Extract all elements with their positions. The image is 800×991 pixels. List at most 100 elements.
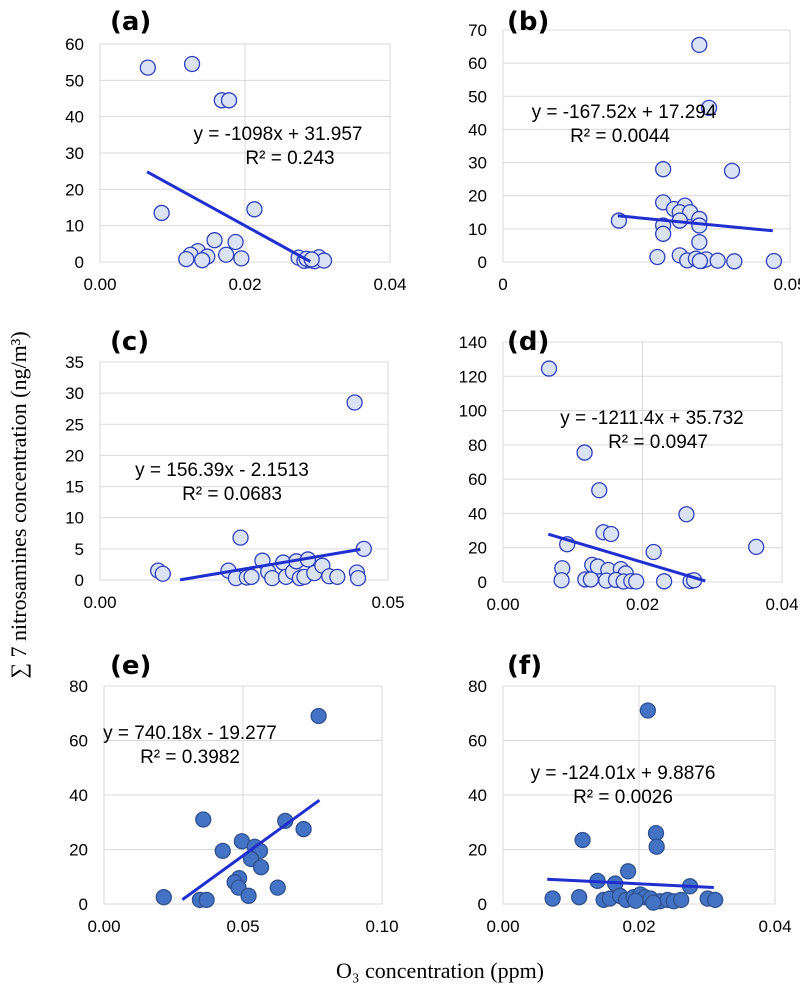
y-tick-label: 60 [69,732,88,751]
data-point [691,36,708,54]
x-tick-label: 0.02 [228,275,261,294]
panel-label: (e) [110,651,151,681]
regression-equation: y = -1098x + 31.957 [193,124,362,145]
x-tick-label: 0.05 [371,593,404,612]
y-tick-label: 10 [65,217,84,236]
data-point [571,889,588,906]
data-point [591,482,608,499]
data-point [227,233,244,251]
data-point [183,55,201,73]
panel-label: (f) [507,651,542,681]
data-point [220,92,238,109]
x-tick-label: 0.04 [765,595,798,614]
chart-panel-1: 0 10 20 30 40 50 60 0.00 0.02 0.04 y = -1098x + 31… [65,7,406,294]
y-tick-label: 60 [468,732,487,751]
data-point [246,201,263,218]
trend-line [179,547,361,582]
x-tick-label: 0.05 [773,275,800,294]
y-tick-label: 0 [478,253,487,272]
y-tick-label: 20 [468,187,487,206]
y-tick-label: 20 [65,446,84,465]
data-point [645,894,662,911]
y-tick-label: 40 [468,786,487,805]
data-point [574,831,591,849]
data-point [139,59,157,76]
data-point [723,162,741,180]
data-point [155,889,172,906]
data-point [153,204,170,222]
x-tick-label: 0.00 [486,595,519,614]
y-tick-label: 10 [65,509,84,528]
r-squared-label: R² = 0.3982 [140,747,240,768]
y-tick-label: 20 [69,841,88,860]
data-point [602,525,620,543]
y-tick-label: 20 [468,539,487,558]
data-point [214,842,231,860]
x-tick-label: 0.02 [626,595,659,614]
x-tick-label: 0.00 [83,593,116,612]
data-point [691,252,709,270]
data-point [553,572,570,589]
panel-label: (b) [507,7,549,37]
data-point [243,568,260,586]
x-tick-label: 0.04 [373,275,406,294]
x-axis-title: O₃ concentration (ppm) [336,958,544,983]
data-point [648,838,665,855]
y-tick-label: 80 [468,677,487,696]
data-point [654,161,672,178]
panel-label: (a) [110,7,151,37]
y-tick-label: 60 [468,470,487,489]
trend-line [547,532,706,583]
data-point [707,891,724,909]
y-tick-label: 30 [468,154,487,173]
chart-panel-6: 0 20 40 60 80 0.00 0.02 0.04 y = -124.01x + 9.88… [468,651,791,936]
y-tick-label: 120 [459,367,487,386]
x-tick-label: 0 [498,275,507,294]
regression-equation: y = 156.39x - 2.1513 [135,460,309,481]
trend-line [617,214,773,233]
data-point [678,506,695,523]
data-point [264,569,281,587]
x-tick-label: 0.10 [365,917,398,936]
data-point [346,394,363,411]
regression-equation: y = -124.01x + 9.8876 [531,763,716,784]
data-point [628,573,645,590]
y-tick-label: 80 [468,436,487,455]
y-tick-label: 40 [468,504,487,523]
y-tick-label: 50 [65,71,84,90]
data-point [654,225,672,242]
r-squared-label: R² = 0.0044 [570,126,670,147]
trend-line [181,798,321,901]
y-tick-label: 0 [478,895,487,914]
data-point [619,863,637,880]
y-tick-label: 0 [79,895,88,914]
data-point [295,820,312,838]
data-point [726,253,743,270]
x-tick-label: 0.00 [486,917,519,936]
y-tick-label: 70 [468,21,487,40]
data-point [544,890,561,907]
data-point [673,891,690,909]
r-squared-label: R² = 0.0683 [182,484,282,505]
y-tick-label: 60 [468,54,487,73]
data-point [576,444,593,461]
y-tick-label: 15 [65,478,84,497]
data-point [649,248,666,266]
y-tick-label: 80 [69,677,88,696]
panel-label: (d) [507,327,549,357]
trend-line [547,877,714,890]
data-point [639,702,656,719]
chart-panel-4: 0 20 40 60 80 100 120 140 0.00 0.02 0.04 y = -1211.… [459,327,799,614]
chart-panel-3: 0 5 10 15 20 25 30 35 0.00 0.05 y = 156.39x - 2.15… [65,327,404,612]
data-point [310,707,327,725]
chart-panel-5: 0 20 40 60 80 0.00 0.05 0.10 y = 740.18x - 19.27… [69,651,398,936]
data-point [709,252,726,269]
regression-equation: y = 740.18x - 19.277 [103,723,277,744]
y-tick-label: 5 [75,540,84,559]
y-tick-label: 50 [468,87,487,106]
data-point [765,252,783,270]
data-point [217,246,235,263]
y-axis-title: ∑ 7 nitrosamines concentration (ng/m³) [6,331,31,678]
